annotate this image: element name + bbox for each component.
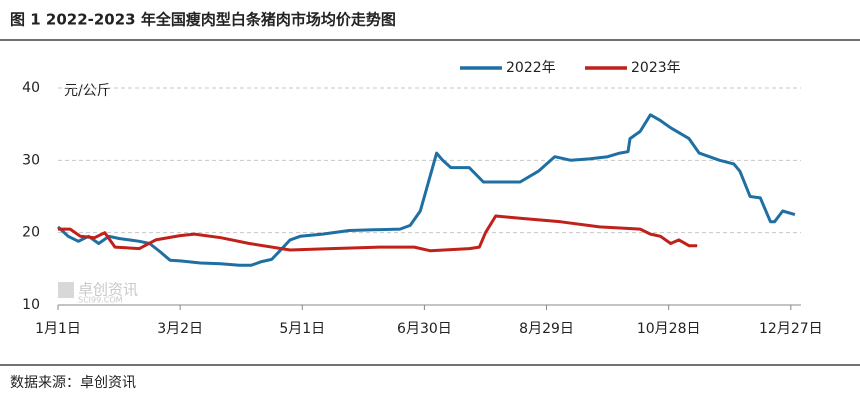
x-tick-label: 10月28日 [637, 321, 701, 337]
y-tick-label: 10 [22, 297, 40, 313]
watermark-sub: SCI99.COM [78, 296, 123, 305]
x-tick-label: 3月2日 [157, 321, 203, 337]
legend-label: 2022年 [506, 60, 556, 76]
x-tick-label: 5月1日 [279, 321, 325, 337]
x-tick-label: 12月27日 [759, 321, 823, 337]
chart-title: 图 1 2022-2023 年全国瘦肉型白条猪肉市场均价走势图 [10, 11, 396, 29]
y-tick-label: 20 [22, 225, 40, 241]
series-line [56, 113, 796, 267]
y-tick-label: 30 [22, 152, 40, 168]
series-line [58, 214, 698, 253]
legend-label: 2023年 [631, 60, 681, 76]
x-tick-label: 1月1日 [35, 321, 81, 337]
watermark-logo [58, 282, 74, 298]
y-axis-title: 元/公斤 [64, 83, 111, 99]
source: 数据来源：卓创资讯 [10, 375, 136, 391]
x-tick-label: 8月29日 [519, 321, 574, 337]
watermark: 卓创资讯 [78, 281, 138, 299]
y-tick-label: 40 [22, 80, 40, 96]
x-tick-label: 6月30日 [397, 321, 452, 337]
